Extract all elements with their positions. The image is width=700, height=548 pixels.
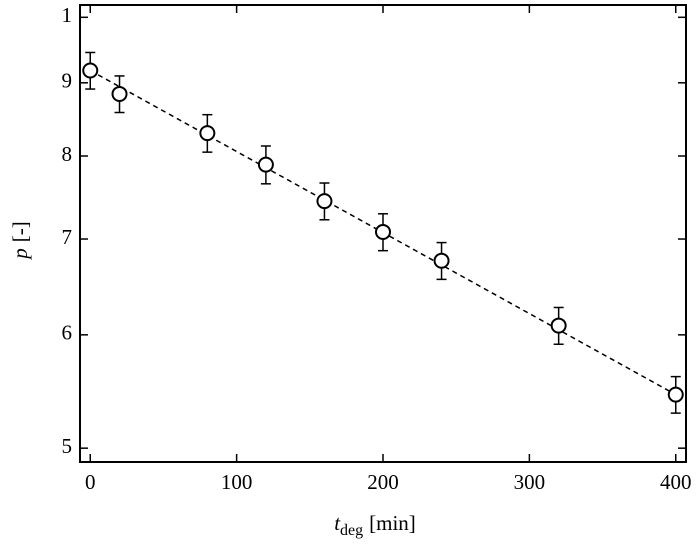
y-tick-label: 8 (62, 142, 73, 166)
x-tick-label: 300 (514, 470, 546, 494)
point (199, 125, 216, 142)
x-tick-label: 0 (85, 470, 96, 494)
y-tick-label: 5 (62, 434, 73, 458)
x-axis-label: tdeg [min] (334, 511, 416, 539)
point (667, 386, 684, 403)
x-tick-label: 400 (660, 470, 692, 494)
y-tick-label: 6 (62, 321, 73, 345)
point (316, 193, 333, 210)
x-tick-label: 200 (367, 470, 399, 494)
y-tick-label: 9 (62, 69, 73, 93)
point (375, 223, 391, 240)
y-axis-label: p[-] (8, 221, 32, 260)
point (433, 252, 450, 269)
x-tick-label: 100 (221, 470, 253, 494)
y-tick-label: 1 (62, 3, 73, 27)
y-tick-label: 7 (62, 225, 73, 249)
point (257, 156, 274, 173)
point (550, 317, 567, 334)
point (111, 85, 128, 102)
point (82, 62, 99, 79)
